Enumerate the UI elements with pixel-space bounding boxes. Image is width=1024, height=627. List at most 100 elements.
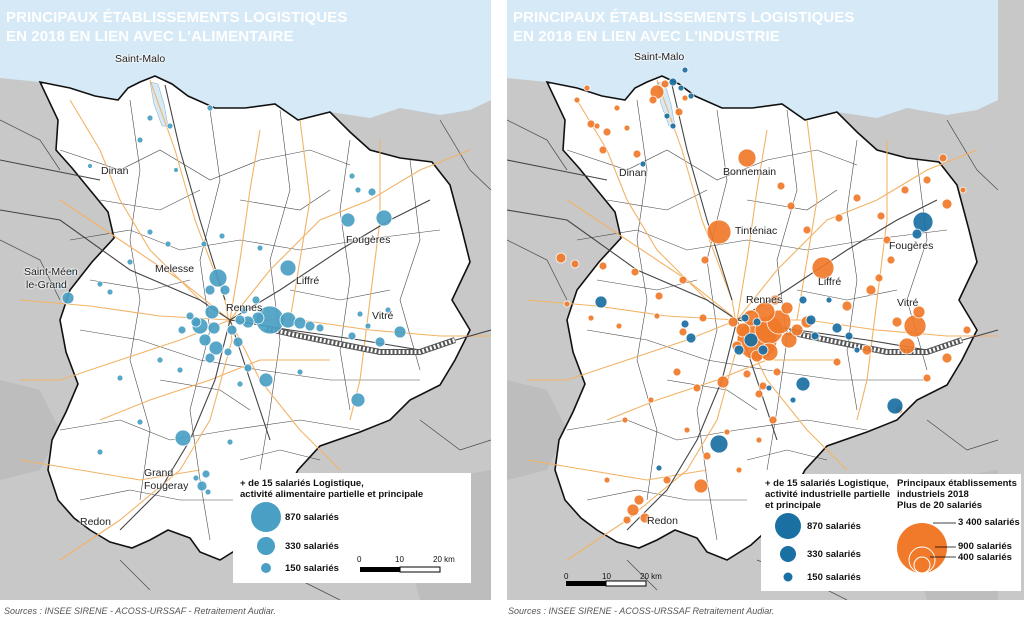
town-liffre: Liffré [818,276,842,288]
logistics-point [200,240,208,248]
logistics-point [315,323,325,333]
town-liffre: Liffré [296,275,320,287]
industry-point [602,127,612,137]
logistics-point [106,288,114,296]
industry-point [639,512,651,524]
scale-tick-0: 0 [564,572,569,581]
logistics-point [226,438,234,446]
logistics-point [757,344,769,356]
industry-point [681,94,689,102]
scale-bar-industry [566,580,647,587]
logistics-point [853,346,861,354]
map-panel-food: PRINCIPAUX ÉTABLISSEMENTS LOGISTIQUES EN… [0,0,491,600]
industry-point [772,367,782,377]
industry-point [941,352,953,364]
industry-point [776,181,786,191]
industry-point [570,259,580,269]
industry-point [962,325,972,335]
logistics-point [393,325,407,339]
town-melesse: Melesse [155,263,195,275]
legend-circle-large [251,502,281,532]
logistics-point [709,434,729,454]
industry-point [598,145,608,155]
logistics-point [116,374,124,382]
industry-point [832,357,842,367]
logistics-point [789,396,797,404]
industry-point [692,383,702,393]
logistics-point [206,104,214,112]
logistics-point [136,136,144,144]
industry-point [647,396,655,404]
scale-tick-0: 0 [357,555,362,564]
legend-industry-circle-small [913,556,931,574]
high-speed-line-pattern [264,326,456,354]
industry-point [780,301,794,315]
logistics-point [56,282,64,290]
logistics-point [844,331,854,341]
logistics-point [174,429,192,447]
industry-point [662,475,672,485]
logistics-point [177,325,187,335]
town-rennes: Rennes [226,302,263,314]
industry-point [633,494,645,506]
map-title-food: PRINCIPAUX ÉTABLISSEMENTS LOGISTIQUES EN… [6,8,348,46]
industry-point [735,322,751,338]
industry-point [834,213,844,223]
title-line-1: PRINCIPAUX ÉTABLISSEMENTS LOGISTIQUES [513,9,855,26]
town-saint-malo: Saint-Malo [634,51,685,63]
sea [0,0,491,122]
logistics-point [687,92,695,100]
industry-point [660,79,670,89]
industry-point [802,225,812,235]
industry-point [882,235,892,245]
logistics-point [655,464,663,472]
town-saint-meen-2: le-Grand [26,279,67,291]
legend-label-small: 150 salariés [807,572,861,583]
industry-point [876,211,886,221]
title-line-1: PRINCIPAUX ÉTABLISSEMENTS LOGISTIQUES [6,9,348,26]
logistics-point [639,160,647,168]
legend-symbols [775,513,956,582]
logistics-point [136,418,144,426]
logistics-point [146,114,154,122]
scale-tick-20: 20 km [433,555,455,564]
logistics-point [61,291,75,305]
legend-circle-medium [780,546,796,562]
town-grand-fougeray-1: Grand [144,467,174,479]
industry-point [587,314,595,322]
logistics-point [296,368,304,376]
industry-point [898,337,916,355]
logistics-point [198,333,212,347]
scale-tick-20: 20 km [640,572,662,581]
scale-segment-2 [605,580,647,587]
industry-point [621,416,629,424]
logistics-point [218,232,226,240]
industry-point [678,327,688,337]
legend-industry-label-large: 3 400 salariés [958,517,1020,528]
logistics-point [740,313,750,323]
town-vitre: Vitré [897,297,919,309]
logistics-point [239,305,249,315]
industry-point [811,256,835,280]
logistics-point [886,397,904,415]
title-line-2: EN 2018 EN LIEN AVEC L'INDUSTRIE [513,28,780,45]
logistics-point [166,122,174,130]
map-legend-industry: + de 15 salariés Logistique, activité in… [761,474,1021,591]
logistics-point [384,306,392,314]
map-legend-food: + de 15 salariés Logistique, activité al… [233,473,471,583]
legend-label-small: 150 salariés [285,563,339,574]
logistics-point [912,211,934,233]
town-saint-meen-1: Saint-Méen [24,266,78,278]
industry-point [865,284,877,296]
industry-point [583,84,591,92]
logistics-point [164,240,172,248]
industry-point [630,267,640,277]
industry-point [755,436,763,444]
logistics-point [340,212,356,228]
industry-point [737,148,757,168]
logistics-point [594,295,608,309]
town-saint-malo: Saint-Malo [115,53,166,65]
map-title-industry: PRINCIPAUX ÉTABLISSEMENTS LOGISTIQUES EN… [513,8,855,46]
logistics-food-points [56,104,407,496]
logistics-point [176,366,184,374]
